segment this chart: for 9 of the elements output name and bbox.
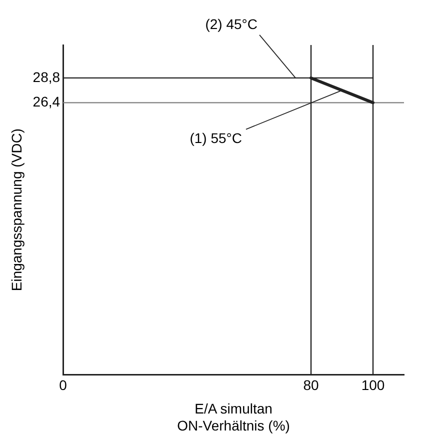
y-axis-title: Eingangsspannung (VDC) bbox=[8, 128, 24, 292]
x-tick-label: 0 bbox=[59, 376, 68, 393]
text: (1) 55°C bbox=[190, 130, 242, 146]
text: (2) 45°C bbox=[205, 16, 258, 32]
x-tick-label: 80 bbox=[303, 376, 320, 393]
x-tick-label: 100 bbox=[361, 376, 385, 393]
y-tick-label: 26,4 bbox=[32, 94, 60, 110]
x-axis-title: E/A simultan ON-Verhältnis (%) bbox=[177, 400, 290, 434]
y-tick-label: 28,8 bbox=[32, 68, 60, 85]
